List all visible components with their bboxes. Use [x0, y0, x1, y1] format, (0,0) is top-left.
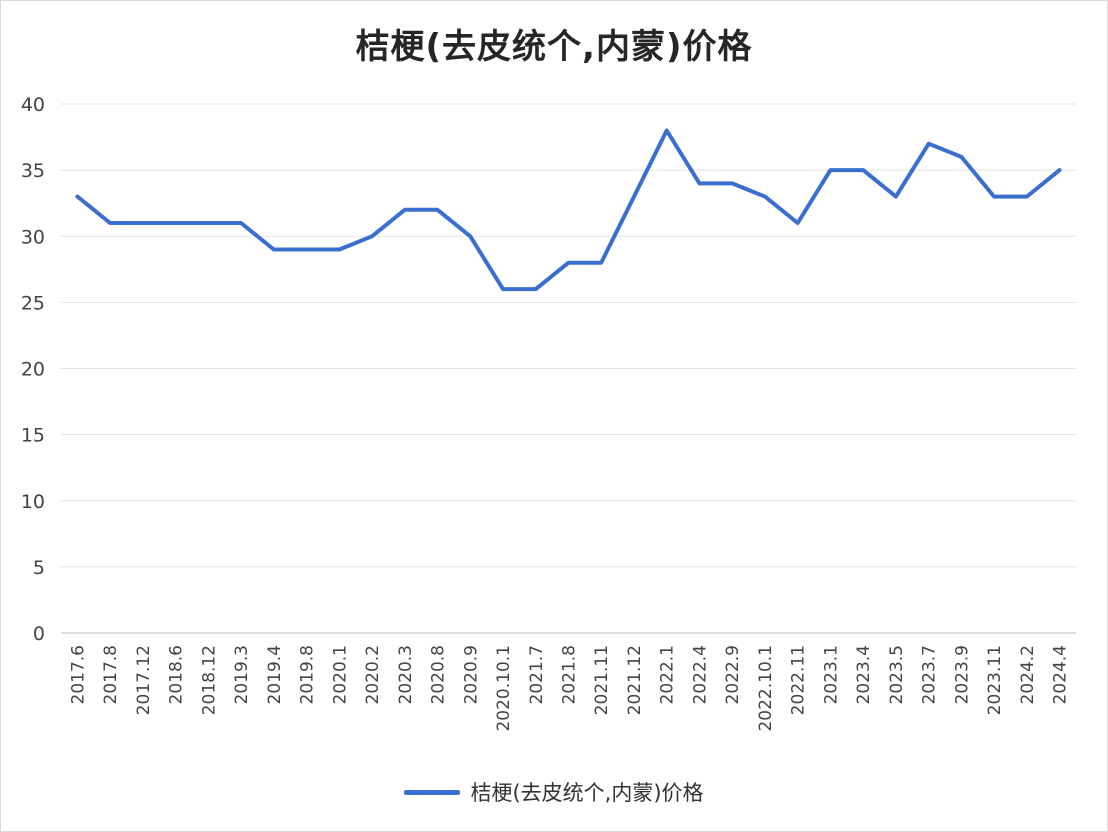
x-tick-label: 2019.3 [232, 645, 252, 704]
legend-swatch [404, 789, 461, 795]
x-tick-label: 2022.4 [690, 645, 710, 704]
x-tick-label: 2017.6 [68, 645, 88, 704]
y-tick-label: 30 [21, 226, 45, 248]
chart-title: 桔梗(去皮统个,内蒙)价格 [355, 27, 753, 67]
x-tick-label: 2017.8 [101, 645, 121, 704]
x-tick-label: 2021.11 [592, 645, 612, 715]
x-tick-label: 2021.8 [560, 645, 580, 704]
legend: 桔梗(去皮统个,内蒙)价格 [1, 777, 1107, 807]
x-tick-label: 2024.2 [1018, 645, 1038, 704]
y-tick-label: 10 [21, 491, 45, 513]
x-tick-label: 2022.10.1 [756, 645, 776, 732]
x-tick-label: 2023.1 [821, 645, 841, 704]
x-tick-label: 2023.7 [920, 645, 940, 704]
x-tick-label: 2022.1 [658, 645, 678, 704]
x-tick-label: 2021.7 [527, 645, 547, 704]
series-line [75, 128, 1062, 292]
x-tick-label: 2018.6 [167, 645, 187, 704]
y-tick-label: 40 [21, 94, 45, 116]
x-tick-label: 2017.12 [134, 645, 154, 715]
x-tick-label: 2023.9 [952, 645, 972, 704]
y-tick-label: 15 [21, 425, 45, 447]
x-tick-label: 2019.4 [265, 645, 285, 704]
x-tick-label: 2018.12 [199, 645, 219, 715]
x-tick-label: 2020.10.1 [494, 645, 514, 732]
x-tick-label: 2024.4 [1051, 645, 1071, 704]
x-tick-label: 2023.4 [854, 645, 874, 704]
x-tick-label: 2020.3 [396, 645, 416, 704]
y-tick-label: 0 [33, 623, 45, 645]
x-tick-label: 2020.8 [429, 645, 449, 704]
x-tick-label: 2023.5 [887, 645, 907, 704]
y-tick-label: 5 [33, 557, 45, 579]
x-tick-label: 2022.9 [723, 645, 743, 704]
legend-label: 桔梗(去皮统个,内蒙)价格 [470, 781, 704, 805]
x-tick-label: 2020.9 [461, 645, 481, 704]
y-tick-label: 20 [21, 359, 45, 381]
x-tick-label: 2019.8 [298, 645, 318, 704]
y-tick-label: 35 [21, 160, 45, 182]
x-tick-label: 2020.2 [363, 645, 383, 704]
x-tick-label: 2022.11 [789, 645, 809, 715]
y-tick-label: 25 [21, 292, 45, 314]
x-tick-label: 2020.1 [330, 645, 350, 704]
x-tick-label: 2023.11 [985, 645, 1005, 715]
x-tick-label: 2021.12 [625, 645, 645, 715]
